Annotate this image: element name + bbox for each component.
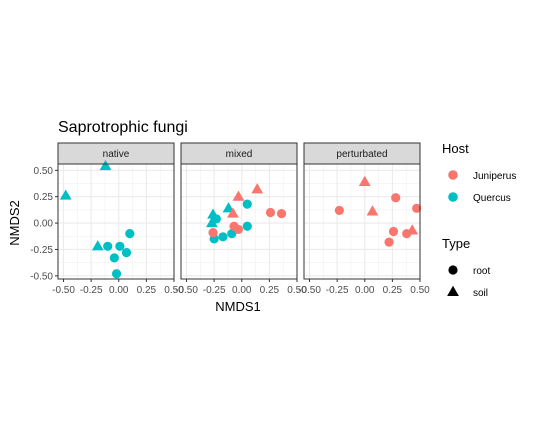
data-point-root <box>388 226 399 237</box>
x-tick-label: 0.25 <box>137 285 157 296</box>
facet-strip-label: perturbated <box>336 149 387 160</box>
data-point-soil <box>232 190 245 201</box>
legend-key-soil <box>447 285 459 297</box>
chart-title: Saprotrophic fungi <box>58 119 188 136</box>
legend-label-soil: soil <box>473 288 488 299</box>
legend-host-title: Host <box>442 141 469 156</box>
legend-key-quercus <box>448 192 458 202</box>
facet-panel-native: native -0.50 -0.25 0.00 0.25 0.50 -0.50 -0.25 0.… <box>30 142 184 296</box>
data-point-root <box>265 207 276 218</box>
y-tick-label: -0.50 <box>30 271 53 282</box>
y-tick-label: 0.50 <box>34 166 54 177</box>
data-point-soil <box>99 159 112 171</box>
data-point-soil <box>358 175 371 186</box>
panel-border <box>180 163 298 280</box>
data-point-soil <box>251 183 264 194</box>
data-point-root <box>103 241 113 251</box>
data-point-root <box>276 208 287 219</box>
facet-strip-label: native <box>103 149 130 160</box>
legend-label-juniperus: Juniperus <box>473 171 516 182</box>
data-point-root <box>121 248 132 258</box>
data-point-root <box>208 227 218 238</box>
data-point-root <box>218 232 228 242</box>
x-tick-label: 0.00 <box>232 285 252 296</box>
data-point-root <box>109 253 119 263</box>
data-point-soil <box>91 240 104 251</box>
legend-type-title: Type <box>442 236 470 251</box>
data-point-root <box>211 214 221 224</box>
facet-panel-mixed: mixed -0.50 -0.25 0.00 0.25 0.50 <box>175 142 307 296</box>
x-axis-title: NMDS1 <box>215 299 261 314</box>
legend-label-quercus: Quercus <box>473 193 511 204</box>
y-tick-label: -0.25 <box>30 245 53 256</box>
x-tick-label: 0.25 <box>260 285 280 296</box>
data-point-root <box>412 203 422 213</box>
data-point-root <box>242 221 252 231</box>
legend-key-juniperus <box>448 170 458 180</box>
data-point-soil <box>366 205 379 216</box>
x-tick-label: -0.25 <box>326 285 349 296</box>
data-point-root <box>115 241 125 251</box>
data-point-soil <box>227 207 239 218</box>
legend-key-root <box>448 265 458 275</box>
data-point-root <box>227 229 237 239</box>
y-axis-title: NMDS2 <box>7 200 22 246</box>
data-point-soil <box>222 202 235 213</box>
x-tick-label: 0.00 <box>109 285 129 296</box>
x-tick-label: -0.25 <box>203 285 226 296</box>
x-tick-label: -0.25 <box>80 285 103 296</box>
data-point-root <box>384 237 394 247</box>
x-tick-label: 0.50 <box>287 285 307 296</box>
legend-label-root: root <box>473 266 490 277</box>
panel-background <box>181 164 297 279</box>
data-point-root <box>242 199 252 209</box>
facet-strip-label: mixed <box>226 149 253 160</box>
data-point-soil <box>406 224 419 235</box>
x-tick-label: -0.50 <box>52 285 75 296</box>
panel-border <box>57 163 175 280</box>
x-tick-label: -0.50 <box>298 285 321 296</box>
data-point-root <box>391 193 401 203</box>
data-point-root <box>334 205 344 216</box>
x-tick-label: 0.00 <box>355 285 375 296</box>
legend: Host Type Juniperus Quercus root soil <box>442 141 516 299</box>
data-point-root <box>233 224 244 235</box>
x-tick-label: 0.25 <box>383 285 403 296</box>
data-point-root <box>125 229 135 239</box>
y-tick-label: 0.00 <box>34 219 54 230</box>
x-tick-label: -0.50 <box>175 285 198 296</box>
data-point-soil <box>59 189 72 200</box>
x-tick-label: 0.50 <box>164 285 184 296</box>
facet-panel-perturbated: perturbated -0.50 -0.25 0.00 0.25 0.50 <box>298 142 430 296</box>
y-tick-label: 0.25 <box>34 192 54 203</box>
facet-panels: native-0.50 -0.25 0.00 0.25 0.50-0.50-0.250.… <box>30 142 430 296</box>
data-point-root <box>111 269 122 279</box>
panel-border <box>303 163 421 280</box>
x-tick-label: 0.50 <box>410 285 430 296</box>
data-point-soil <box>206 216 218 228</box>
